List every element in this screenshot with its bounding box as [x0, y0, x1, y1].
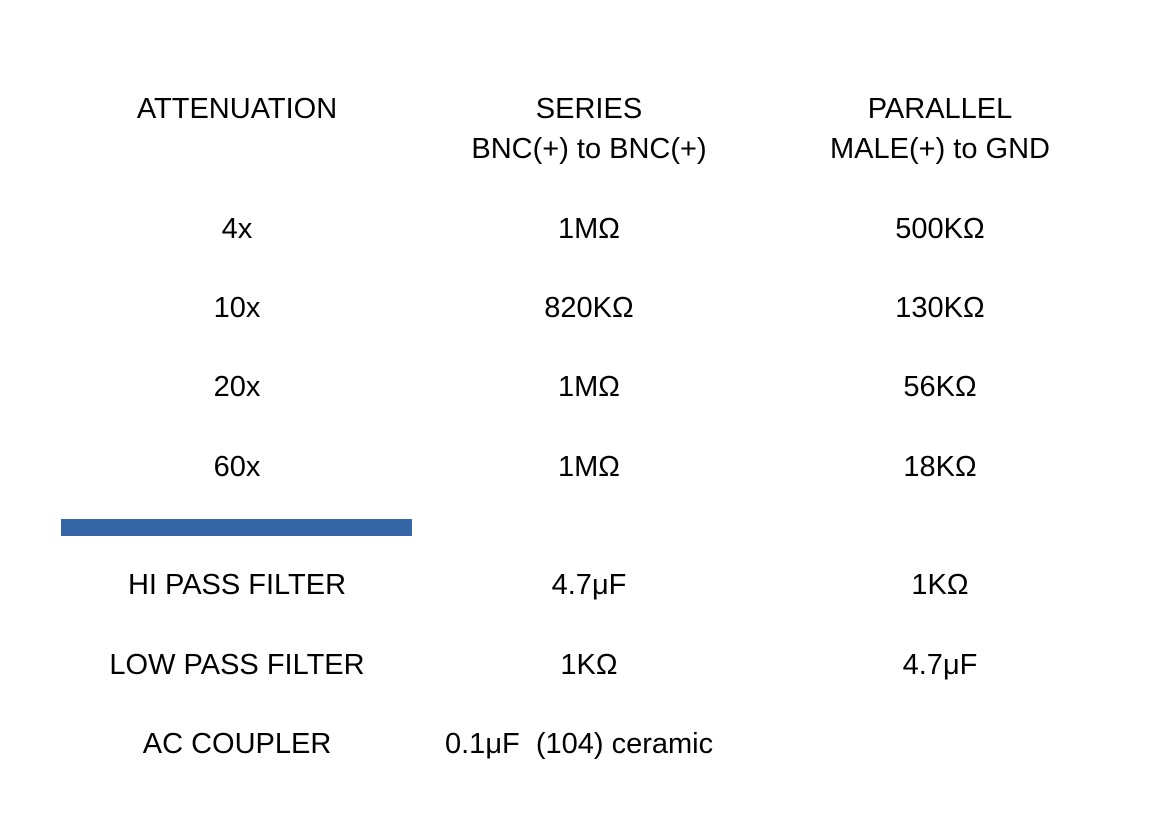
filter-label: LOW PASS FILTER — [109, 649, 365, 681]
parallel-value: 130KΩ — [895, 292, 985, 324]
series-value: 1MΩ — [558, 213, 620, 245]
series-value: 4.7μF — [551, 569, 627, 601]
series-value: 820KΩ — [544, 292, 634, 324]
header-series-subtitle: BNC(+) to BNC(+) — [471, 133, 707, 165]
attenuation-label: 4x — [221, 213, 253, 245]
parallel-value: 500KΩ — [895, 213, 985, 245]
header-parallel-title: PARALLEL — [867, 93, 1013, 125]
header-parallel: PARALLEL MALE(+) to GND — [830, 89, 1050, 169]
filter-label: HI PASS FILTER — [127, 569, 347, 601]
attenuation-label: 60x — [213, 451, 261, 483]
header-attenuation: ATTENUATION — [136, 93, 338, 125]
parallel-value: 56KΩ — [903, 371, 977, 403]
series-value: 1KΩ — [560, 649, 618, 681]
attenuation-label: 10x — [213, 292, 261, 324]
parallel-value: 1KΩ — [911, 569, 969, 601]
ac-coupler-label: AC COUPLER — [142, 728, 332, 760]
header-series: SERIES BNC(+) to BNC(+) — [471, 89, 706, 169]
parallel-value: 4.7μF — [902, 649, 978, 681]
series-value: 1MΩ — [558, 371, 620, 403]
ac-coupler-value: 0.1μF (104) ceramic — [445, 728, 714, 760]
section-divider — [61, 519, 412, 536]
header-parallel-subtitle: MALE(+) to GND — [830, 133, 1050, 165]
header-series-title: SERIES — [535, 93, 643, 125]
attenuation-label: 20x — [213, 371, 261, 403]
series-value: 1MΩ — [558, 451, 620, 483]
parallel-value: 18KΩ — [903, 451, 977, 483]
